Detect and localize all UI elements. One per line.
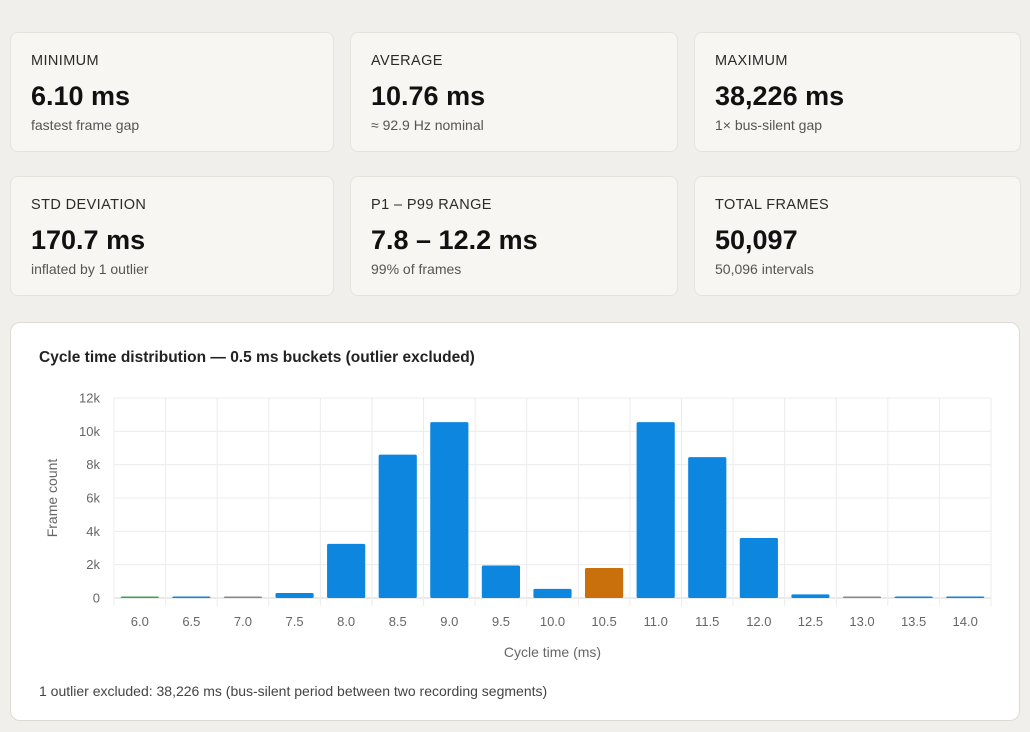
histogram-bar xyxy=(533,588,572,598)
histogram-bar xyxy=(430,422,469,598)
histogram-bar xyxy=(327,543,366,598)
x-tick-label: 12.0 xyxy=(746,614,771,629)
stats-grid: MINIMUM 6.10 ms fastest frame gap AVERAG… xyxy=(10,32,1021,296)
x-tick-label: 10.5 xyxy=(591,614,616,629)
stat-note: fastest frame gap xyxy=(31,117,140,133)
histogram-bar xyxy=(739,538,778,598)
y-tick-label: 0 xyxy=(93,591,100,606)
stat-label: P1 – P99 RANGE xyxy=(371,197,492,213)
x-tick-label: 8.5 xyxy=(389,614,407,629)
stat-note: ≈ 92.9 Hz nominal xyxy=(371,117,484,133)
histogram-chart: 0 2k 4k 6k 8k 10k 12k 6.0 6.5 7.0 7.5 8.0 8.5 9.0 9.5 1… xyxy=(44,391,992,660)
stat-note: inflated by 1 outlier xyxy=(31,261,149,277)
y-tick-label: 10k xyxy=(79,424,100,439)
histogram-bar xyxy=(946,596,985,598)
y-axis-label: Frame count xyxy=(44,459,60,538)
x-tick-label: 14.0 xyxy=(953,614,978,629)
histogram-bar xyxy=(172,596,211,598)
histogram-bar xyxy=(688,457,727,598)
histogram-bar xyxy=(223,596,263,598)
stat-note: 1× bus-silent gap xyxy=(715,117,823,133)
stat-label: TOTAL FRAMES xyxy=(715,197,830,213)
stat-card-average: AVERAGE 10.76 ms ≈ 92.9 Hz nominal xyxy=(350,32,678,152)
x-axis-label: Cycle time (ms) xyxy=(504,644,601,660)
y-tick-label: 12k xyxy=(79,391,100,406)
stat-label: MINIMUM xyxy=(31,53,100,69)
stat-card-maximum: MAXIMUM 38,226 ms 1× bus-silent gap xyxy=(694,32,1021,152)
stat-label: MAXIMUM xyxy=(715,53,788,69)
x-tick-label: 6.0 xyxy=(131,614,149,629)
x-tick-label: 11.5 xyxy=(695,614,719,629)
x-tick-label: 6.5 xyxy=(182,614,200,629)
outlier-footnote: 1 outlier excluded: 38,226 ms (bus-silen… xyxy=(39,683,548,699)
stat-value: 7.8 – 12.2 ms xyxy=(371,225,538,255)
stat-note: 99% of frames xyxy=(371,261,462,277)
stat-card-total-frames: TOTAL FRAMES 50,097 50,096 intervals xyxy=(694,176,1021,296)
x-tick-label: 9.5 xyxy=(492,614,510,629)
x-tick-label: 12.5 xyxy=(798,614,823,629)
histogram-bar xyxy=(894,596,933,598)
histogram-bar xyxy=(791,594,830,598)
histogram-bar xyxy=(636,422,675,598)
y-tick-label: 2k xyxy=(86,557,100,572)
x-tick-label: 13.0 xyxy=(849,614,874,629)
stat-value: 10.76 ms xyxy=(371,81,486,111)
x-tick-label: 13.5 xyxy=(901,614,926,629)
stat-value: 6.10 ms xyxy=(31,81,131,111)
stat-value: 170.7 ms xyxy=(31,225,146,255)
chart-panel: Cycle time distribution — 0.5 ms buckets… xyxy=(10,322,1020,721)
histogram-bar xyxy=(842,596,882,598)
stat-label: AVERAGE xyxy=(371,53,443,69)
histogram-bar xyxy=(120,596,159,598)
stat-card-minimum: MINIMUM 6.10 ms fastest frame gap xyxy=(10,32,334,152)
histogram-bar xyxy=(275,593,314,598)
x-tick-label: 11.0 xyxy=(644,614,668,629)
stat-note: 50,096 intervals xyxy=(715,261,814,277)
stat-value: 38,226 ms xyxy=(715,81,845,111)
y-tick-label: 4k xyxy=(86,524,100,539)
x-tick-label: 8.0 xyxy=(337,614,355,629)
histogram-bar xyxy=(481,565,520,598)
stat-card-std-deviation: STD DEVIATION 170.7 ms inflated by 1 out… xyxy=(10,176,334,296)
histogram-bar xyxy=(378,454,417,598)
x-tick-label: 10.0 xyxy=(540,614,565,629)
x-tick-label: 7.5 xyxy=(286,614,304,629)
histogram-bar xyxy=(585,568,624,598)
y-tick-label: 6k xyxy=(86,491,100,506)
x-tick-label: 7.0 xyxy=(234,614,252,629)
stat-card-p1-p99-range: P1 – P99 RANGE 7.8 – 12.2 ms 99% of fram… xyxy=(350,176,678,296)
y-tick-label: 8k xyxy=(86,457,100,472)
x-tick-label: 9.0 xyxy=(440,614,458,629)
chart-title: Cycle time distribution — 0.5 ms buckets… xyxy=(39,349,475,366)
stat-value: 50,097 xyxy=(715,225,798,255)
stat-label: STD DEVIATION xyxy=(31,197,147,213)
